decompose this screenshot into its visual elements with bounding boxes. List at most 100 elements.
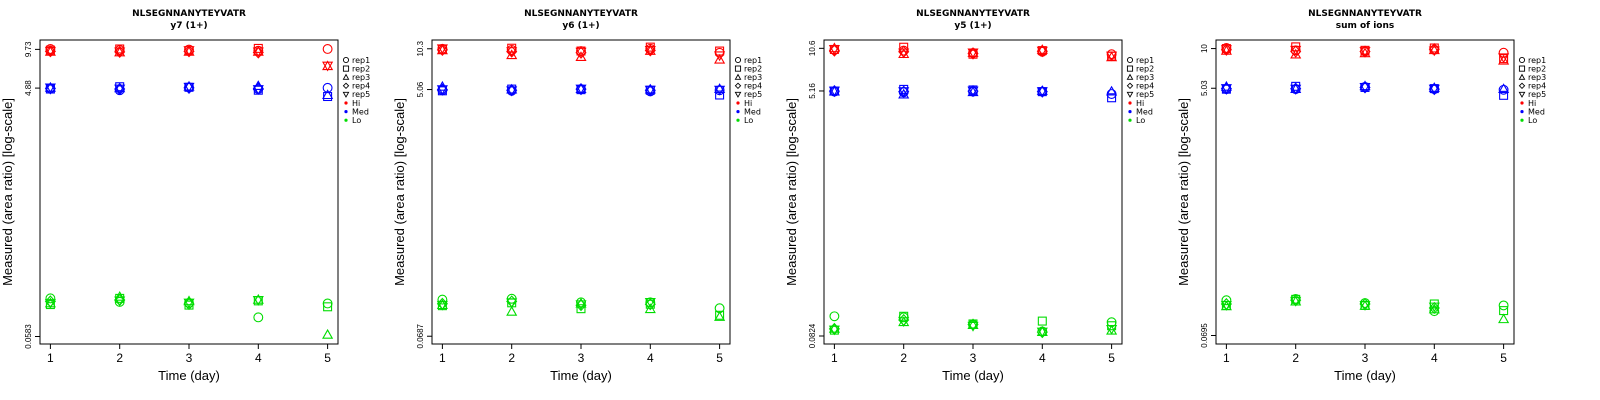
data-point-med-rep3: [322, 89, 334, 100]
data-point-lo-rep1: [45, 293, 56, 304]
data-point-med-rep5: [828, 86, 840, 97]
data-point-hi-rep5: [828, 45, 840, 55]
y-tick-label: 10: [1200, 44, 1209, 53]
y-axis-title: Measured (area ratio) [log-scale]: [0, 98, 15, 286]
legend-marker-rep4: [734, 82, 742, 90]
chart-subtitle: sum of ions: [1336, 21, 1395, 31]
y-tick-label: 0.0583: [24, 324, 33, 349]
chart-panel-1: NLSEGNNANYTEYVATR y7 (1+) 1 2 3 4 5 9.73 4.88 0.0…: [0, 9, 370, 383]
x-tick-label: 2: [1292, 351, 1299, 365]
data-point-lo-rep3: [714, 311, 726, 321]
data-point-med-rep3: [506, 83, 518, 94]
legend-marker-hi: [736, 101, 740, 105]
data-point-hi-rep5: [1359, 47, 1371, 57]
data-point-hi-rep5: [1220, 45, 1232, 56]
legend-marker-rep1: [1126, 56, 1134, 64]
data-point-lo-rep2: [899, 311, 909, 321]
data-point-med-rep3: [1428, 82, 1440, 92]
x-tick-label: 1: [831, 351, 838, 365]
data-point-lo-rep1: [1429, 306, 1440, 317]
legend-label-rep4: rep4: [352, 82, 370, 91]
x-tick-label: 2: [116, 351, 123, 365]
data-point-med-rep5: [183, 82, 195, 93]
data-point-lo-rep1: [253, 312, 264, 323]
legend-marker-rep1: [734, 56, 742, 64]
x-tick-label: 4: [647, 351, 654, 365]
data-point-hi-rep5: [183, 46, 195, 57]
data-point-med-rep5: [252, 85, 264, 95]
legend-marker-lo: [1520, 118, 1524, 122]
x-tick-label: 4: [1431, 351, 1438, 365]
legend-label-rep1: rep1: [352, 56, 370, 65]
data-point-lo-rep5: [506, 298, 518, 309]
x-axis-title: Time (day): [158, 368, 220, 383]
y-axis-title: Measured (area ratio) [log-scale]: [392, 98, 407, 286]
legend-marker-med: [344, 110, 348, 114]
legend-label-rep4: rep4: [1528, 82, 1546, 91]
data-point-hi-rep5: [436, 44, 448, 55]
legend-marker-rep5: [1518, 91, 1526, 98]
legend-label-rep2: rep2: [1528, 64, 1546, 73]
x-axis-title: Time (day): [1334, 368, 1396, 383]
legend-label-hi: Hi: [744, 99, 752, 108]
data-point-lo-rep5: [436, 300, 448, 311]
x-tick-label: 3: [578, 351, 585, 365]
legend-marker-rep4: [342, 82, 350, 90]
legend-marker-lo: [736, 118, 740, 122]
legend-label-rep2: rep2: [1136, 64, 1154, 73]
data-point-med-rep5: [644, 85, 656, 96]
data-point-lo-rep5: [114, 296, 126, 307]
legend-label-med: Med: [1528, 107, 1545, 116]
data-point-lo-rep5: [1359, 301, 1371, 311]
data-point-lo-rep1: [437, 294, 448, 305]
data-point-hi-rep5: [575, 47, 587, 58]
data-point-lo-rep5: [1290, 296, 1302, 307]
legend-label-lo: Lo: [1136, 116, 1145, 125]
data-point-hi-rep5: [644, 46, 656, 56]
data-point-lo-rep5: [967, 321, 979, 332]
data-point-hi-rep5: [1290, 45, 1302, 56]
data-point-med-rep3: [114, 82, 126, 93]
legend-marker-rep5: [342, 91, 350, 98]
legend-marker-rep5: [1126, 91, 1134, 98]
data-point-med-rep5: [1220, 84, 1232, 94]
data-point-med-rep2: [715, 90, 725, 100]
legend-label-rep5: rep5: [1528, 90, 1546, 99]
data-point-hi-rep5: [1498, 53, 1510, 64]
legend-marker-hi: [1520, 101, 1524, 105]
data-point-lo-rep5: [1106, 324, 1118, 335]
data-point-med-rep5: [1290, 84, 1302, 95]
x-tick-label: 3: [186, 351, 193, 365]
data-point-lo-rep1: [829, 311, 840, 322]
data-point-hi-rep5: [114, 47, 126, 58]
data-point-med-rep5: [506, 86, 518, 97]
data-point-lo-rep5: [252, 296, 264, 306]
data-point-med-rep3: [714, 83, 726, 93]
data-point-lo-rep5: [575, 300, 587, 311]
legend-marker-med: [1128, 110, 1132, 114]
y-tick-label: 0.0687: [416, 323, 425, 348]
legend-marker-rep2: [734, 65, 742, 72]
data-point-hi-rep5: [44, 46, 56, 57]
data-point-lo-rep5: [1036, 327, 1048, 338]
data-point-lo-rep5: [828, 325, 840, 336]
y-axis-title: Measured (area ratio) [log-scale]: [784, 98, 799, 286]
x-tick-label: 3: [1362, 351, 1369, 365]
data-point-hi-rep5: [714, 51, 726, 62]
legend-label-rep3: rep3: [744, 73, 762, 82]
x-tick-label: 2: [508, 351, 515, 365]
legend-label-lo: Lo: [352, 116, 361, 125]
data-point-med-rep5: [967, 86, 979, 97]
y-tick-label: 9.73: [24, 41, 33, 57]
data-point-hi-rep3: [714, 53, 726, 64]
legend-marker-rep2: [1518, 65, 1526, 72]
data-point-lo-rep5: [1220, 301, 1232, 311]
x-axis-title: Time (day): [550, 368, 612, 383]
data-point-med-rep5: [575, 84, 587, 95]
y-tick-label: 0.0824: [808, 323, 817, 348]
chart-subtitle: y6 (1+): [562, 21, 599, 31]
data-point-hi-rep5: [898, 48, 910, 59]
legend-label-rep1: rep1: [1528, 56, 1546, 65]
x-tick-label: 5: [1500, 351, 1507, 365]
